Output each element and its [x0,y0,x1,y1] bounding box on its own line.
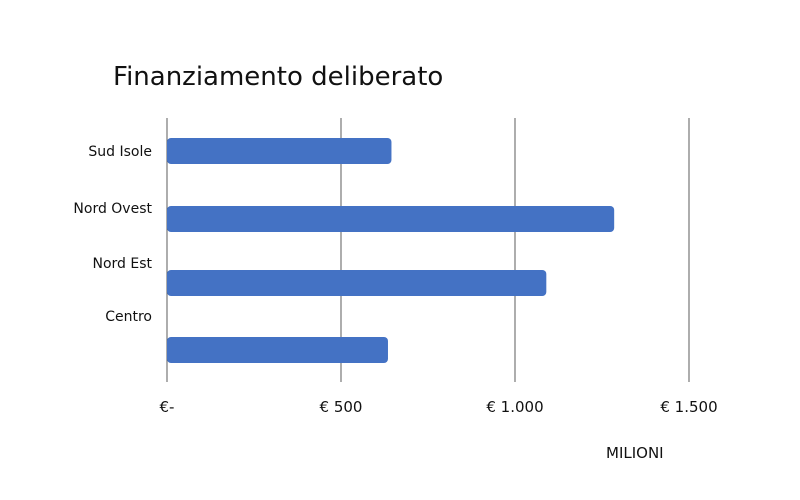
bar-nord-ovest [167,206,615,232]
bar-sud-isole [167,138,392,164]
x-tick-label-1: € 500 [320,398,363,416]
x-tick-label-0: €- [160,398,175,416]
category-label-nord-ovest: Nord Ovest [73,201,152,217]
x-tick-label-3: € 1.500 [660,398,717,416]
category-label-sud-isole: Sud Isole [88,144,152,160]
unit-label: MILIONI [606,444,664,462]
category-label-centro: Centro [105,309,152,325]
category-label-nord-est: Nord Est [92,256,152,272]
bar-centro [167,337,388,363]
chart-title: Finanziamento deliberato [113,62,444,92]
x-tick-label-2: € 1.000 [486,398,543,416]
bar-nord-est [167,270,547,296]
